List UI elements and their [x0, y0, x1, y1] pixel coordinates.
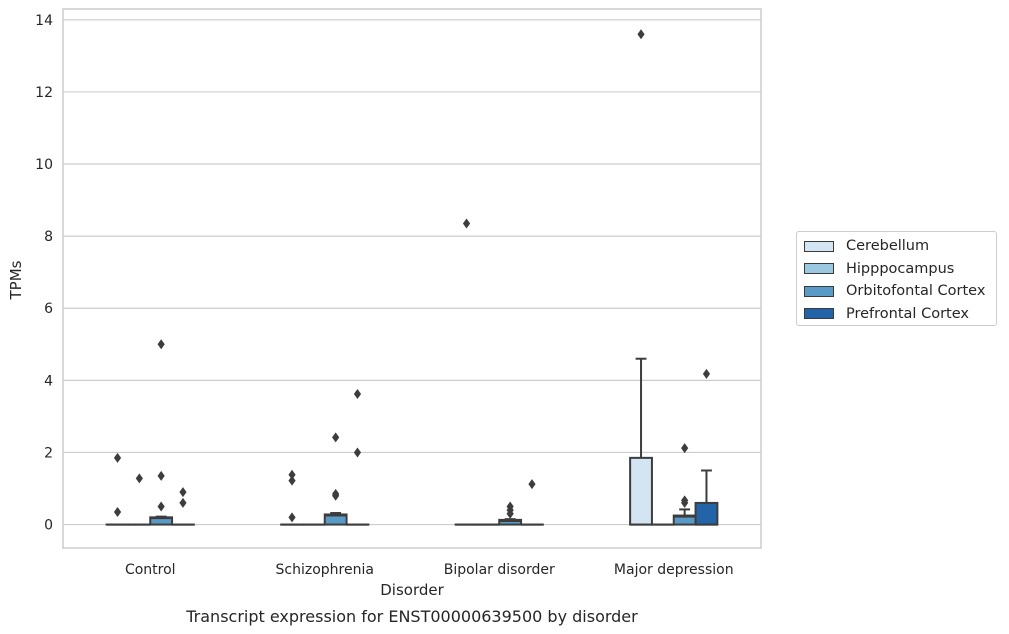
legend: Cerebellum Hipppocampus Orbitofontal Cor…: [796, 231, 997, 326]
legend-label-orbitofrontal-cortex: Orbitofontal Cortex: [846, 283, 986, 300]
box-control-cerebellum: [105, 452, 130, 526]
x-tick-label-bipolar-disorder: Bipolar disorder: [444, 562, 555, 578]
plot-border: [62, 8, 762, 549]
y-tick-label-12: 12: [35, 85, 53, 101]
legend-label-hippocampus: Hipppocampus: [846, 260, 955, 277]
y-tick-label-0: 0: [44, 518, 53, 534]
box-schizophrenia-orbitofontal-cortex-body: [323, 513, 348, 526]
box-schizophrenia-cerebellum: [280, 469, 304, 526]
legend-swatch-hippocampus: [804, 263, 834, 275]
box-bipolar-disorder-prefrontal-cortex: [520, 479, 544, 526]
box-schizophrenia-prefrontal-cortex-outlier-1: [353, 447, 362, 458]
legend-swatch-orbitofrontal-cortex: [804, 285, 834, 297]
y-tick-label-10: 10: [35, 157, 53, 173]
gridlines: [63, 19, 761, 526]
legend-swatch-cerebellum: [804, 240, 834, 252]
box-major-depression-cerebellum: [629, 29, 653, 526]
box-bipolar-disorder-orbitofontal-cortex: [498, 501, 523, 526]
y-tick-label-2: 2: [44, 445, 53, 461]
box-bipolar-disorder-cerebellum-outlier-0: [462, 218, 471, 229]
x-axis-title: Disorder: [380, 581, 444, 599]
box-control-prefrontal-cortex-outlier-0: [179, 487, 187, 498]
box-major-depression-orbitofontal-cortex-outlier-2: [681, 497, 689, 508]
box-control-orbitofontal-cortex-outlier-0: [157, 339, 165, 350]
box-major-depression-prefrontal-cortex: [694, 368, 719, 526]
box-control-hipppocampus: [127, 473, 152, 526]
y-tick-label-6: 6: [44, 301, 53, 317]
box-major-depression-prefrontal-cortex-outlier-0: [702, 368, 711, 379]
box-bipolar-disorder-orbitofontal-cortex-body: [498, 518, 523, 526]
box-bipolar-disorder-prefrontal-cortex-outlier-0: [528, 479, 536, 490]
figure-caption: Transcript expression for ENST0000063950…: [185, 607, 638, 626]
box-major-depression-orbitofontal-cortex: [672, 443, 697, 526]
legend-item-hippocampus: Hipppocampus: [804, 258, 996, 281]
box-major-depression-cerebellum-outlier-0: [637, 29, 645, 40]
axis-ticks: 0 2 4 6 8 10 12 14 Control Schizophrenia Bipolar d…: [35, 13, 733, 578]
box-control-orbitofontal-cortex-outlier-2: [157, 501, 165, 512]
box-schizophrenia-prefrontal-cortex: [345, 389, 370, 526]
legend-item-orbitofrontal-cortex: Orbitofontal Cortex: [804, 280, 996, 303]
box-control-cerebellum-outlier-1: [113, 506, 122, 517]
box-schizophrenia-orbitofontal-cortex: [323, 432, 348, 526]
y-tick-label-4: 4: [44, 373, 53, 389]
box-schizophrenia-orbitofontal-cortex-outlier-0: [332, 432, 340, 443]
x-tick-label-schizophrenia: Schizophrenia: [276, 562, 374, 578]
box-control-prefrontal-cortex-outlier-1: [179, 497, 187, 508]
box-major-depression-orbitofontal-cortex-outlier-0: [681, 443, 689, 454]
y-axis-title: TPMs: [7, 260, 25, 300]
box-schizophrenia-prefrontal-cortex-outlier-0: [353, 389, 362, 400]
y-tick-label-8: 8: [44, 229, 53, 245]
legend-swatch-prefrontal-cortex: [804, 308, 834, 320]
plot-frame: [62, 8, 762, 549]
box-schizophrenia-orbitofontal-cortex-outlier-2: [332, 490, 340, 501]
legend-item-prefrontal-cortex: Prefrontal Cortex: [804, 303, 996, 326]
x-tick-label-control: Control: [125, 562, 176, 578]
box-schizophrenia-cerebellum-outlier-1: [288, 475, 296, 486]
box-series-layer: [105, 29, 719, 526]
box-major-depression-prefrontal-cortex-body: [694, 501, 719, 526]
legend-item-cerebellum: Cerebellum: [804, 235, 996, 258]
box-control-orbitofontal-cortex-outlier-1: [157, 470, 165, 481]
box-bipolar-disorder-cerebellum: [454, 218, 479, 526]
box-bipolar-disorder-orbitofontal-cortex-outlier-2: [506, 508, 514, 519]
box-control-prefrontal-cortex: [171, 487, 195, 526]
box-control-orbitofontal-cortex: [149, 339, 174, 526]
box-major-depression-cerebellum-body: [629, 456, 653, 526]
box-schizophrenia-cerebellum-outlier-0: [288, 469, 296, 480]
box-control-cerebellum-outlier-0: [113, 452, 122, 463]
x-tick-label-major-depression: Major depression: [614, 562, 734, 578]
box-schizophrenia-cerebellum-outlier-2: [288, 512, 296, 523]
legend-label-cerebellum: Cerebellum: [846, 238, 930, 255]
y-tick-label-14: 14: [35, 13, 53, 29]
legend-label-prefrontal-cortex: Prefrontal Cortex: [846, 305, 969, 322]
box-control-hipppocampus-outlier-0: [135, 473, 143, 484]
